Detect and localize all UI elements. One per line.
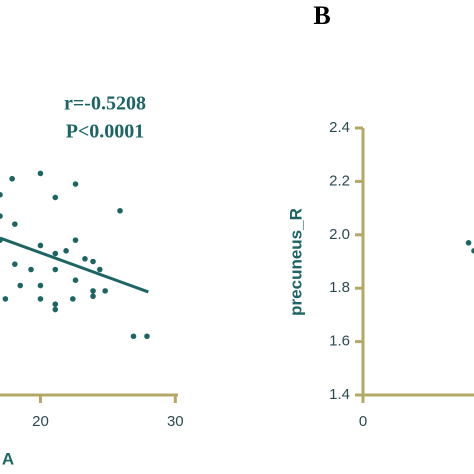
point [9, 175, 15, 182]
point [144, 333, 150, 340]
point [52, 250, 59, 257]
point [17, 282, 24, 289]
point [63, 248, 69, 254]
point [102, 288, 108, 294]
y-tick-label: 2.0 [329, 226, 350, 243]
point [52, 306, 59, 313]
x-tick-label: 0 [359, 413, 367, 430]
point [465, 240, 472, 246]
annotation: r=-0.5208 [64, 93, 146, 115]
point [96, 266, 103, 273]
point [82, 256, 88, 262]
x-tick-label: 20 [32, 413, 49, 430]
point [72, 237, 79, 243]
point [28, 266, 34, 273]
point [117, 207, 123, 214]
y-tick-label: 2.4 [329, 119, 350, 136]
point [37, 282, 44, 289]
point [90, 288, 96, 294]
x-tick-label: 30 [167, 413, 184, 430]
point [72, 181, 79, 187]
y-tick-label: 1.4 [329, 386, 350, 403]
y-tick-label: 2.2 [329, 172, 350, 189]
point [70, 296, 76, 302]
point [0, 191, 3, 198]
point [37, 242, 44, 249]
point [52, 266, 59, 273]
point [90, 293, 96, 300]
point [52, 301, 59, 308]
point [37, 170, 44, 177]
panel-title: B [313, 1, 330, 30]
point [2, 296, 9, 302]
point [12, 261, 18, 267]
x-axis-label: A [2, 449, 14, 468]
point [0, 237, 3, 243]
point [52, 194, 59, 201]
point [37, 296, 44, 302]
point [0, 213, 3, 219]
point [12, 221, 18, 227]
point [90, 258, 96, 265]
point [130, 333, 137, 340]
annotation: P<0.0001 [66, 121, 145, 143]
point [471, 248, 474, 254]
y-tick-label: 1.6 [329, 333, 350, 350]
y-axis-label: precuneus_R [286, 208, 305, 316]
y-tick-label: 1.8 [329, 279, 350, 296]
fit-line [0, 236, 149, 294]
point [72, 277, 79, 283]
